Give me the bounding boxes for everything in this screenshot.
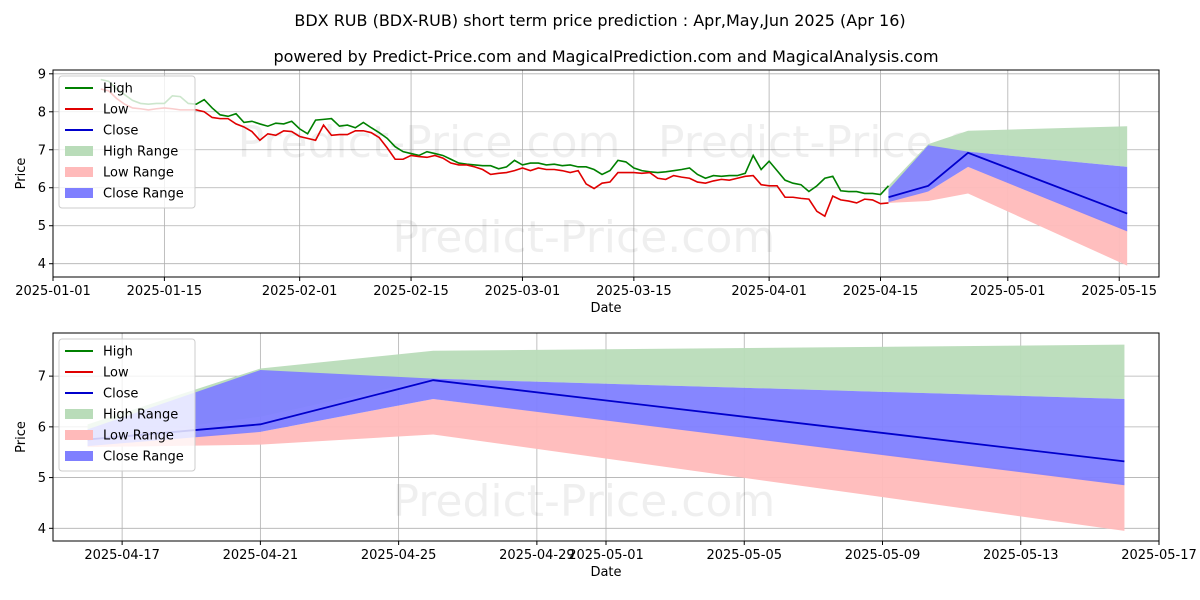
p1-legend: High Low Close High Range Low Range Close Ran… xyxy=(58,338,196,472)
p1-y-axis-label: Price xyxy=(14,421,29,453)
p0-x-axis-label: Date xyxy=(590,301,621,316)
p1-y-tick-label-6: 6 xyxy=(38,420,46,435)
p1-high-range-band xyxy=(87,344,1125,440)
p0-x-tick-label-2025-02-01: 2025-02-01 xyxy=(262,284,338,299)
p0-x-tick-label-2025-01-01: 2025-01-01 xyxy=(15,284,91,299)
chart-subtitle: powered by Predict-Price.com and Magical… xyxy=(273,47,938,66)
top-panel: Predict-Price.com Predict-Price.comPredic… xyxy=(14,67,1160,316)
p0-low-line xyxy=(100,88,889,218)
p0-legend-label-high-range: High Range xyxy=(103,145,178,160)
p1-close-range-band xyxy=(87,370,1125,486)
p0-legend-swatch-low-range xyxy=(65,167,93,177)
p1-legend-label-high-range: High Range xyxy=(103,408,178,423)
p0-x-tick-label-2025-04-01: 2025-04-01 xyxy=(731,284,807,299)
p0-x-tick-label-2025-02-15: 2025-02-15 xyxy=(373,284,449,299)
p1-x-tick-label-2025-04-25: 2025-04-25 xyxy=(361,548,437,563)
p0-x-tick-label-2025-04-15: 2025-04-15 xyxy=(843,284,919,299)
p1-legend-label-close-range: Close Range xyxy=(103,450,184,465)
chart-title: BDX RUB (BDX-RUB) short term price predi… xyxy=(294,11,905,30)
p0-axes-frame xyxy=(52,69,1160,278)
p1-x-axis-label: Date xyxy=(590,565,621,580)
p1-legend-swatch-low-range xyxy=(65,430,93,440)
p0-y-axis-label: Price xyxy=(14,158,29,190)
p0-legend-label-low: Low xyxy=(103,103,129,118)
p0-legend: High Low Close High Range Low Range Close Ran… xyxy=(58,75,196,209)
p0-y-tick-label-6: 6 xyxy=(38,181,46,196)
p0-legend-swatch-high-range xyxy=(65,146,93,156)
p1-legend-label-high: High xyxy=(103,345,133,360)
p1-legend-swatch-high-range xyxy=(65,409,93,419)
p1-legend-label-low: Low xyxy=(103,366,129,381)
p1-y-tick-label-5: 5 xyxy=(38,471,46,486)
p0-x-tick-label-2025-05-01: 2025-05-01 xyxy=(970,284,1046,299)
p0-y-tick-label-5: 5 xyxy=(38,219,46,234)
p0-legend-label-close: Close xyxy=(103,124,138,139)
p1-x-tick-label-2025-05-09: 2025-05-09 xyxy=(845,548,921,563)
p1-watermark-2: Predict-Price.com xyxy=(393,476,776,527)
p0-x-tick-label-2025-03-01: 2025-03-01 xyxy=(485,284,561,299)
p0-close-forecast-line xyxy=(888,151,1128,215)
p0-legend-label-close-range: Close Range xyxy=(103,187,184,202)
p0-legend-label-low-range: Low Range xyxy=(103,166,174,181)
p1-legend-swatch-close-range xyxy=(65,451,93,461)
p0-watermark-0: Predict-Price.com xyxy=(238,117,621,168)
p1-x-tick-label-2025-05-01: 2025-05-01 xyxy=(568,548,644,563)
p0-legend-label-high: High xyxy=(103,82,133,97)
p1-x-tick-label-2025-04-29: 2025-04-29 xyxy=(499,548,575,563)
p0-y-tick-label-7: 7 xyxy=(38,143,46,158)
p1-legend-label-low-range: Low Range xyxy=(103,429,174,444)
p0-legend-swatch-close-range xyxy=(65,188,93,198)
p1-x-tick-label-2025-05-17: 2025-05-17 xyxy=(1121,548,1197,563)
p1-x-tick-label-2025-04-21: 2025-04-21 xyxy=(223,548,299,563)
p0-x-tick-label-2025-01-15: 2025-01-15 xyxy=(127,284,203,299)
p0-high-range-band xyxy=(888,126,1128,198)
p0-high-line xyxy=(100,78,890,196)
p0-low-range-band xyxy=(888,166,1128,266)
p1-y-tick-label-4: 4 xyxy=(38,522,46,537)
p0-x-tick-label-2025-05-15: 2025-05-15 xyxy=(1081,284,1157,299)
p1-legend-label-close: Close xyxy=(103,387,138,402)
p0-watermark-2: Predict-Price.com xyxy=(393,212,776,263)
p0-y-tick-label-9: 9 xyxy=(38,67,46,82)
p1-x-tick-label-2025-05-05: 2025-05-05 xyxy=(706,548,782,563)
bottom-panel: Predict-Price.comPredict-Price.comPredic… xyxy=(14,332,1197,580)
p1-x-tick-label-2025-04-17: 2025-04-17 xyxy=(84,548,160,563)
p1-y-tick-label-7: 7 xyxy=(38,370,46,385)
p1-x-tick-label-2025-05-13: 2025-05-13 xyxy=(983,548,1059,563)
p0-y-tick-label-8: 8 xyxy=(38,105,46,120)
p0-x-tick-label-2025-03-15: 2025-03-15 xyxy=(596,284,672,299)
p0-close-range-band xyxy=(888,145,1128,232)
p1-low-range-band xyxy=(87,398,1125,531)
p0-y-tick-label-4: 4 xyxy=(38,257,46,272)
